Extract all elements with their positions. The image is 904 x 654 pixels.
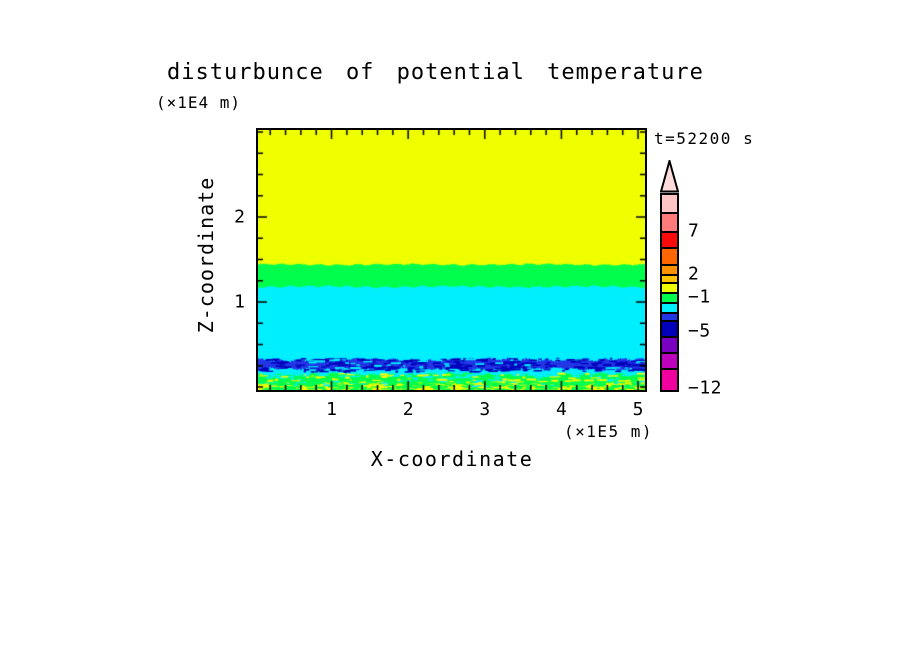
colorbar <box>660 193 679 392</box>
colorbar-arrow-icon <box>660 160 679 193</box>
colorbar-segment <box>660 231 679 249</box>
colorbar-segment <box>660 336 679 354</box>
colorbar-tick-label: −5 <box>688 320 711 342</box>
x-tick-label: 1 <box>326 399 337 420</box>
y-tick-label: 1 <box>234 291 245 313</box>
colorbar-tick-label: −1 <box>688 286 711 308</box>
y-tick-label: 2 <box>234 206 245 228</box>
heatmap-canvas <box>258 130 645 390</box>
colorbar-tick-label: 7 <box>688 220 700 242</box>
colorbar-segment <box>660 292 679 304</box>
colorbar-tick-label: −12 <box>688 377 723 399</box>
colorbar-segment <box>660 368 679 392</box>
plot-title: disturbunce of potential temperature <box>167 60 704 85</box>
colorbar-segment <box>660 312 679 322</box>
x-tick-label: 2 <box>402 399 414 420</box>
x-tick-label: 4 <box>555 399 567 420</box>
colorbar-segment <box>660 193 679 214</box>
x-axis-unit-label: (×1E5 m) <box>564 422 654 441</box>
colorbar-segment <box>660 212 679 233</box>
colorbar-segment <box>660 264 679 276</box>
x-axis-title: X-coordinate <box>370 447 534 471</box>
colorbar-segment <box>660 320 679 338</box>
colorbar-segment <box>660 282 679 294</box>
x-tick-label: 5 <box>632 399 644 420</box>
x-tick-label: 3 <box>479 399 491 420</box>
colorbar-segment <box>660 352 679 370</box>
plot-frame <box>256 128 647 392</box>
colorbar-segment <box>660 302 679 314</box>
time-annotation: t=52200 s <box>654 129 755 148</box>
colorbar-segment <box>660 274 679 284</box>
colorbar-tick-label: 2 <box>688 263 700 285</box>
y-axis-unit-label: (×1E4 m) <box>156 93 242 112</box>
colorbar-segment <box>660 247 679 266</box>
